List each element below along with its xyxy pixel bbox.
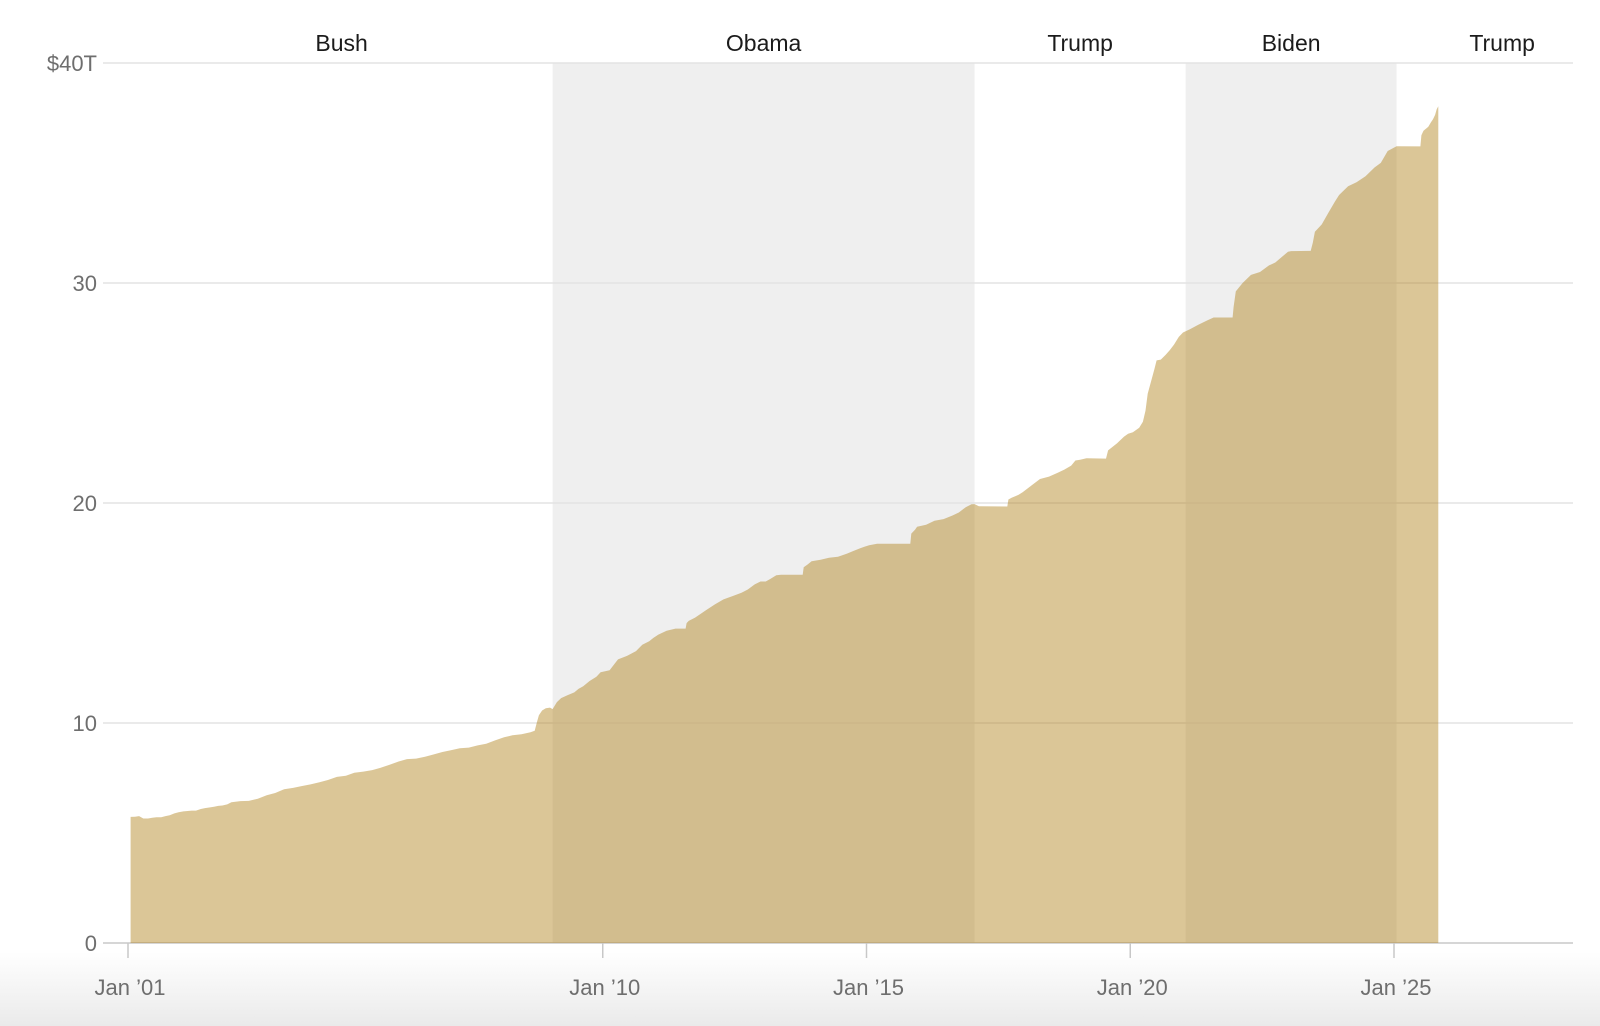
x-tick-label: Jan ’01	[95, 975, 166, 1000]
president-label-bush: Bush	[315, 30, 367, 56]
x-tick-label: Jan ’15	[833, 975, 904, 1000]
y-tick-label-20: 20	[73, 491, 97, 516]
y-tick-label-40: $40T	[47, 51, 97, 76]
x-tick-label: Jan ’25	[1361, 975, 1432, 1000]
debt-area-series	[130, 106, 1439, 944]
president-label-trump: Trump	[1469, 30, 1535, 56]
president-label-obama: Obama	[726, 30, 802, 56]
y-tick-label-10: 10	[73, 711, 97, 736]
president-label-trump: Trump	[1047, 30, 1113, 56]
x-tick-label: Jan ’10	[569, 975, 640, 1000]
y-tick-label-30: 30	[73, 271, 97, 296]
y-tick-label-0: 0	[85, 931, 97, 956]
bottom-fade	[0, 952, 1600, 1026]
x-tick-label: Jan ’20	[1097, 975, 1168, 1000]
president-label-biden: Biden	[1262, 30, 1321, 56]
